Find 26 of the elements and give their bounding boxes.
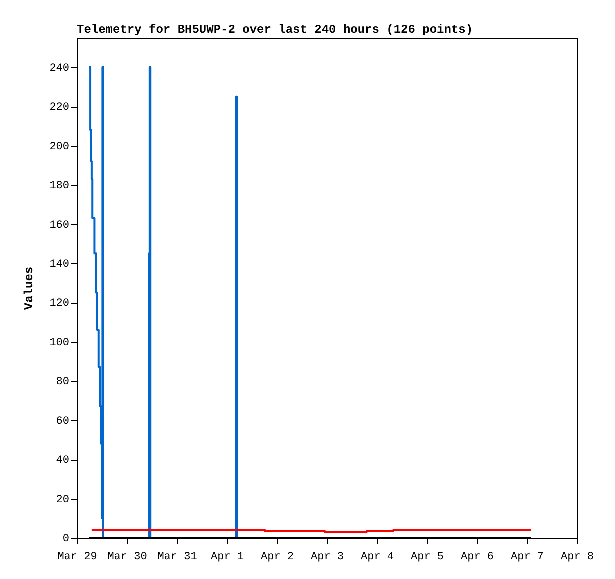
y-tick-label: 160 bbox=[50, 220, 70, 232]
y-tick-label: 40 bbox=[56, 455, 70, 468]
x-tick-label: Mar 29 bbox=[58, 552, 98, 564]
x-tick-label: Apr 5 bbox=[410, 552, 444, 564]
x-tick-label: Mar 30 bbox=[108, 552, 148, 564]
x-tick-label: Apr 1 bbox=[210, 552, 244, 564]
y-tick-label: 140 bbox=[50, 258, 70, 271]
x-tick-label: Apr 2 bbox=[260, 552, 294, 564]
y-tick-label: 220 bbox=[50, 102, 70, 114]
y-tick-label: 240 bbox=[50, 62, 70, 75]
y-tick-label: 180 bbox=[50, 180, 70, 193]
x-tick-label: Apr 6 bbox=[460, 552, 494, 564]
x-tick-label: Mar 31 bbox=[158, 552, 198, 564]
y-tick-label: 100 bbox=[50, 337, 70, 350]
y-tick-label: 80 bbox=[56, 376, 70, 389]
x-tick-label: Apr 7 bbox=[510, 552, 544, 564]
x-tick-label: Apr 8 bbox=[560, 552, 594, 564]
y-tick-label: 20 bbox=[56, 494, 70, 506]
y-tick-label: 0 bbox=[62, 534, 70, 546]
y-tick-label: 200 bbox=[50, 141, 70, 154]
y-tick-label: 60 bbox=[56, 416, 70, 428]
y-tick-label: 120 bbox=[50, 298, 70, 310]
chart-title: Telemetry for BH5UWP-2 over last 240 hours (126 points) bbox=[77, 23, 474, 37]
y-axis-title: Values bbox=[22, 266, 37, 310]
x-tick-label: Apr 3 bbox=[310, 552, 344, 564]
x-tick-label: Apr 4 bbox=[360, 552, 394, 564]
